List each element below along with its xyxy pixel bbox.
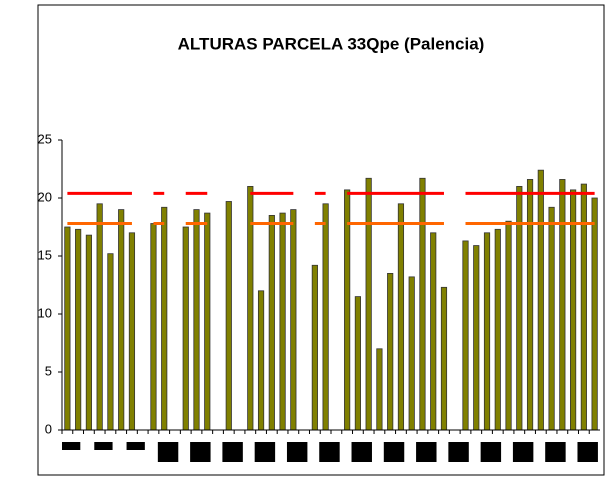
redacted-label	[480, 442, 502, 462]
bar	[150, 223, 157, 431]
bar	[376, 348, 383, 431]
bar	[322, 203, 329, 431]
redacted-label	[545, 442, 566, 462]
bar	[290, 209, 297, 431]
bar	[397, 203, 405, 431]
bar	[430, 232, 437, 431]
y-tick-label: 20	[38, 189, 52, 204]
y-tick-label: 10	[38, 305, 52, 320]
bar	[570, 189, 577, 431]
redacted-label	[319, 442, 340, 462]
y-tick-label: 0	[45, 421, 52, 436]
bar	[462, 240, 469, 431]
redacted-label	[286, 442, 308, 462]
bar	[75, 228, 82, 431]
redacted-label	[222, 442, 243, 462]
bar	[473, 245, 480, 431]
bar	[505, 220, 512, 431]
bar	[193, 209, 200, 431]
bar	[161, 206, 168, 431]
bar	[225, 201, 232, 431]
redacted-label	[512, 442, 534, 462]
bar	[440, 286, 448, 431]
bar	[64, 226, 71, 431]
y-tick-label: 25	[38, 131, 52, 146]
redacted-label	[126, 442, 145, 450]
bar	[559, 179, 566, 431]
bar	[526, 179, 534, 431]
bar	[591, 197, 598, 431]
y-tick-label: 5	[45, 363, 52, 378]
bar	[128, 232, 136, 431]
redacted-label	[190, 442, 211, 462]
bar	[387, 272, 394, 431]
redacted-label	[383, 442, 405, 462]
bar	[408, 276, 415, 431]
bar	[365, 177, 372, 431]
bar	[279, 212, 286, 431]
bar	[311, 264, 318, 431]
redacted-label	[351, 442, 372, 462]
redacted-label	[254, 442, 276, 462]
bar	[354, 296, 361, 431]
redacted-label	[577, 442, 598, 462]
bar	[204, 212, 211, 431]
bar	[580, 183, 587, 431]
bar	[494, 228, 501, 431]
redacted-label	[157, 442, 179, 462]
chart-title: ALTURAS PARCELA 33Qpe (Palencia)	[178, 34, 485, 53]
bar	[268, 214, 275, 431]
bar	[85, 234, 92, 431]
bar	[96, 203, 103, 431]
redacted-label	[448, 442, 469, 462]
bar	[118, 209, 125, 431]
redacted-label	[416, 442, 437, 462]
bar	[182, 226, 189, 431]
bar	[548, 206, 555, 431]
bar	[483, 232, 491, 431]
redacted-label	[94, 442, 113, 450]
bar	[537, 169, 544, 431]
bar	[257, 290, 265, 431]
bar	[107, 253, 114, 431]
bar	[419, 177, 426, 431]
redacted-label	[62, 442, 81, 450]
y-tick-label: 15	[38, 247, 52, 262]
bar	[344, 189, 351, 431]
